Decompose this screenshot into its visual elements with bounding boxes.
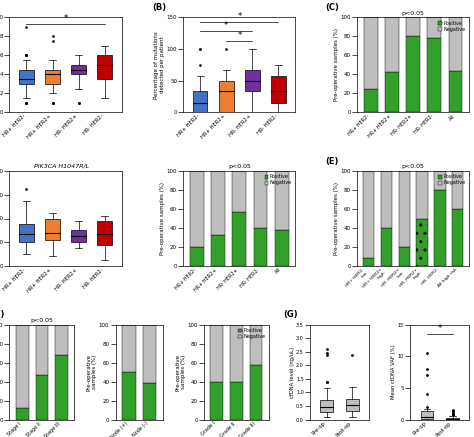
Bar (406, 36, 420, 112)
Bar (16, 325, 28, 408)
Title: p<0.05: p<0.05 (402, 164, 425, 169)
Bar (98, 55, 112, 79)
Text: PIK3CA H1047R/L: PIK3CA H1047R/L (34, 163, 89, 169)
Text: (E): (E) (326, 157, 339, 166)
Bar (381, 228, 392, 266)
Bar (19, 225, 34, 242)
Bar (210, 325, 223, 382)
Bar (55, 355, 68, 420)
Bar (420, 411, 433, 419)
Bar (428, 17, 441, 38)
Text: *: * (237, 31, 241, 40)
Bar (193, 91, 208, 112)
Legend: Positive, Negative: Positive, Negative (237, 327, 266, 340)
Y-axis label: Mean ctDNA VAF (%): Mean ctDNA VAF (%) (392, 345, 396, 399)
Bar (232, 212, 246, 266)
Bar (406, 17, 420, 36)
Bar (452, 171, 464, 209)
Bar (250, 325, 263, 364)
Bar (346, 399, 359, 411)
Bar (363, 258, 374, 266)
Bar (122, 372, 136, 420)
Bar (36, 325, 48, 375)
Bar (211, 171, 225, 235)
Bar (98, 221, 112, 245)
Text: *: * (438, 324, 442, 333)
Legend: Positive, Negative: Positive, Negative (438, 173, 467, 187)
Bar (72, 65, 86, 74)
Legend: Positive, Negative: Positive, Negative (438, 20, 467, 33)
Y-axis label: cfDNA level (ng/uL): cfDNA level (ng/uL) (290, 347, 295, 398)
Bar (190, 171, 204, 247)
Bar (416, 171, 428, 218)
Bar (219, 81, 234, 112)
Bar (428, 38, 441, 112)
Bar (46, 218, 60, 240)
Y-axis label: Percentage of mutations
detected per patient: Percentage of mutations detected per pat… (155, 31, 165, 99)
Bar (448, 71, 462, 112)
Bar (143, 384, 156, 420)
Bar (210, 382, 223, 420)
Bar (55, 325, 68, 355)
Bar (275, 171, 289, 230)
Bar (271, 76, 286, 104)
Title: p<0.05: p<0.05 (30, 318, 54, 323)
Bar (245, 70, 260, 91)
Bar (19, 69, 34, 84)
Text: *: * (64, 14, 68, 23)
Title: p<0.05: p<0.05 (228, 164, 251, 169)
Y-axis label: Pre-operative
samples (%): Pre-operative samples (%) (175, 354, 186, 391)
Bar (254, 228, 267, 266)
Legend: Positive, Negative: Positive, Negative (264, 173, 293, 187)
Bar (230, 382, 243, 420)
Bar (399, 247, 410, 266)
Y-axis label: Pre-operative samples (%): Pre-operative samples (%) (334, 28, 339, 101)
Bar (364, 17, 378, 89)
Bar (46, 69, 60, 84)
Bar (230, 325, 243, 382)
Y-axis label: Pre-operative
samples (%): Pre-operative samples (%) (87, 354, 98, 391)
Bar (416, 218, 428, 266)
Bar (122, 325, 136, 372)
Bar (320, 400, 333, 412)
Bar (254, 171, 267, 228)
Bar (385, 73, 399, 112)
Bar (36, 375, 48, 420)
Bar (399, 171, 410, 247)
Bar (446, 418, 459, 420)
Text: (F): (F) (0, 310, 5, 319)
Text: (G): (G) (283, 310, 298, 319)
Bar (72, 230, 86, 242)
Bar (190, 247, 204, 266)
Bar (211, 235, 225, 266)
Text: *: * (224, 21, 228, 31)
Y-axis label: Pre-operative samples (%): Pre-operative samples (%) (160, 182, 165, 255)
Bar (363, 171, 374, 258)
Bar (452, 209, 464, 266)
Bar (434, 190, 446, 266)
Text: (C): (C) (326, 3, 339, 12)
Text: (B): (B) (152, 3, 166, 12)
Bar (275, 230, 289, 266)
Bar (381, 171, 392, 228)
Title: p<0.05: p<0.05 (402, 10, 425, 16)
Bar (434, 171, 446, 190)
Text: *: * (237, 12, 241, 21)
Bar (448, 17, 462, 71)
Y-axis label: Pre-operative samples (%): Pre-operative samples (%) (334, 182, 339, 255)
Bar (232, 171, 246, 212)
Bar (364, 89, 378, 112)
Bar (143, 325, 156, 384)
Bar (16, 408, 28, 420)
Bar (250, 364, 263, 420)
Bar (385, 17, 399, 73)
